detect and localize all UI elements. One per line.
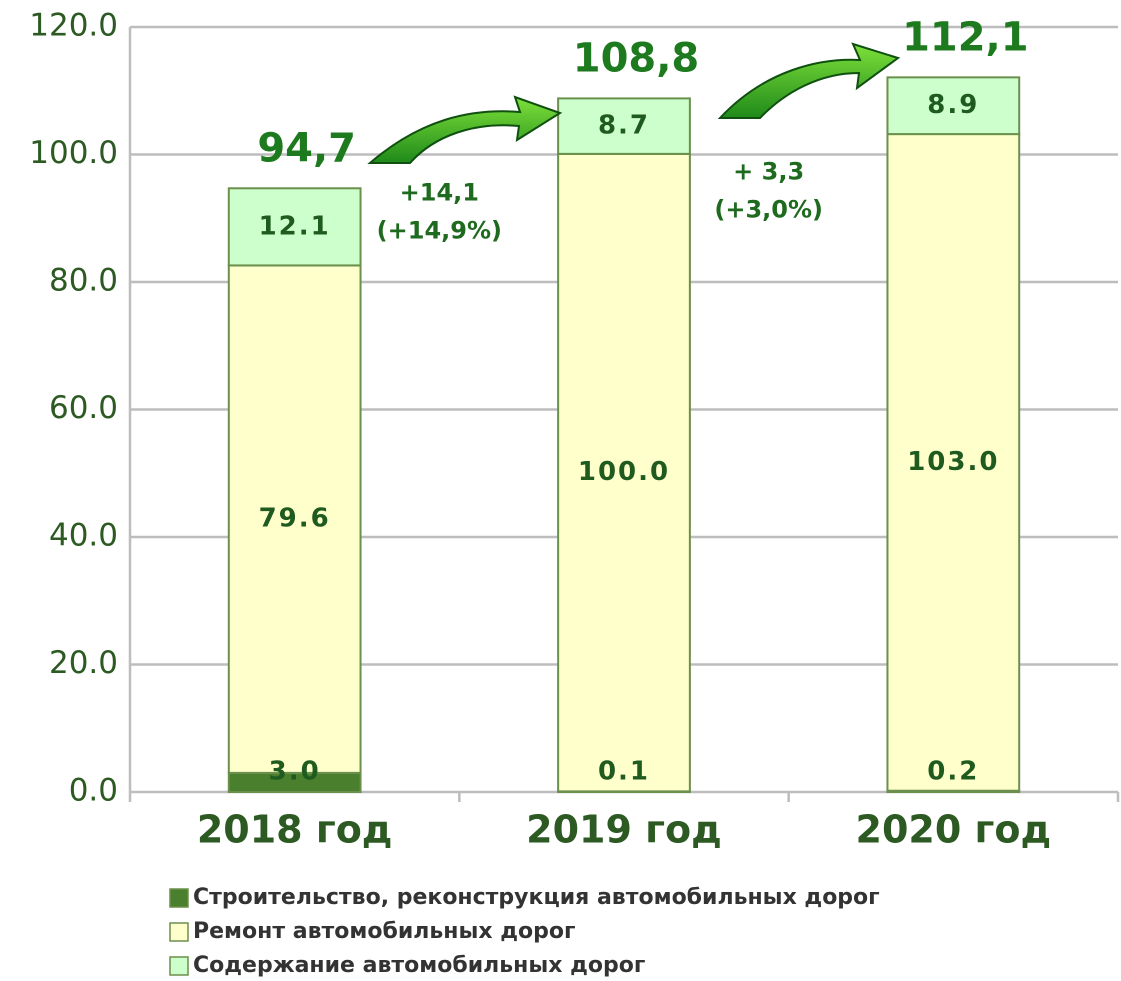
value-label: 79.6 bbox=[259, 504, 331, 534]
arrow bbox=[367, 95, 563, 164]
bar-segment bbox=[227, 187, 362, 267]
bar-segment bbox=[886, 133, 1021, 792]
value-label: 3.0 bbox=[269, 757, 321, 787]
y-tick-label: 60.0 bbox=[49, 390, 118, 426]
y-tick-label: 100.0 bbox=[29, 135, 118, 171]
y-tick-label: 0.0 bbox=[69, 773, 118, 809]
value-label: 8.9 bbox=[927, 90, 979, 120]
legend-label: Ремонт автомобильных дорог bbox=[193, 919, 575, 944]
arrows bbox=[367, 42, 901, 164]
arrow bbox=[717, 42, 901, 119]
bar-segment bbox=[557, 97, 691, 155]
total-label: 112,1 bbox=[902, 14, 1029, 60]
change-annotation: +14,1 bbox=[400, 178, 479, 206]
legend-swatch bbox=[169, 922, 189, 942]
y-tick-label: 20.0 bbox=[49, 645, 118, 681]
change-annotation: (+3,0%) bbox=[714, 195, 823, 223]
legend-swatch bbox=[169, 888, 189, 908]
total-label: 108,8 bbox=[573, 35, 700, 81]
y-tick-label: 40.0 bbox=[49, 518, 118, 554]
bar-segment bbox=[886, 76, 1021, 136]
value-label: 100.0 bbox=[578, 457, 670, 487]
y-tick-label: 120.0 bbox=[29, 8, 118, 44]
x-tick-label: 2020 год bbox=[856, 808, 1052, 852]
bar-segment bbox=[557, 152, 691, 793]
legend-label: Содержание автомобильных дорог bbox=[193, 953, 645, 978]
value-label: 12.1 bbox=[259, 211, 331, 241]
change-annotation: + 3,3 bbox=[733, 157, 804, 185]
total-label: 94,7 bbox=[257, 125, 356, 171]
value-label: 0.1 bbox=[598, 757, 650, 787]
value-label: 0.2 bbox=[927, 757, 979, 787]
value-label: 103.0 bbox=[907, 447, 999, 477]
legend-swatch bbox=[169, 956, 189, 976]
x-tick-label: 2019 год bbox=[526, 808, 722, 852]
legend-label: Строительство, реконструкция автомобильн… bbox=[193, 885, 880, 910]
x-tick-label: 2018 год bbox=[197, 808, 393, 852]
change-annotation: (+14,9%) bbox=[377, 216, 502, 244]
y-tick-label: 80.0 bbox=[49, 263, 118, 299]
value-label: 8.7 bbox=[598, 111, 650, 141]
bar-segment bbox=[227, 264, 362, 774]
